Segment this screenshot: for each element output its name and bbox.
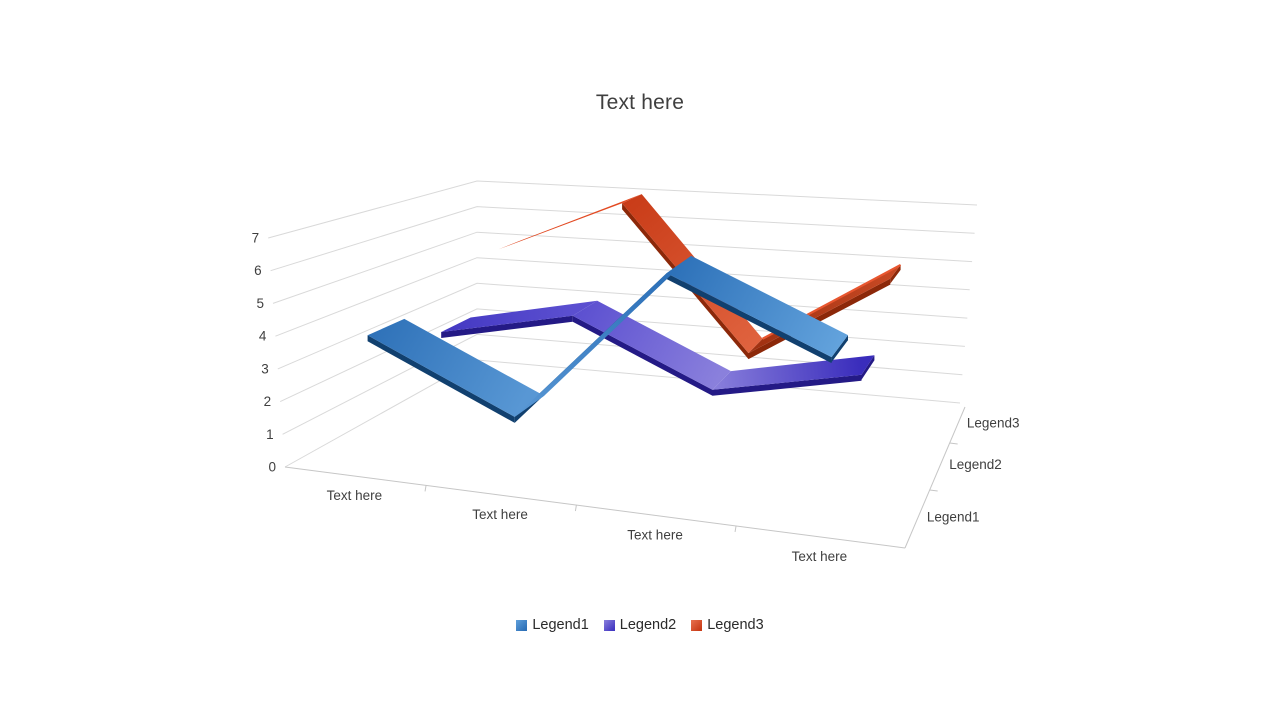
ribbon-thickness <box>572 315 713 396</box>
legend-label: Legend1 <box>532 617 589 633</box>
gridline <box>282 333 963 435</box>
category-label: Text here <box>327 488 383 503</box>
category-label: Text here <box>792 549 848 564</box>
depth-axis <box>904 406 966 549</box>
category-label: Text here <box>627 527 683 542</box>
gridline <box>270 206 975 272</box>
ribbon-segment <box>367 318 545 417</box>
value-axis-label: 2 <box>264 394 272 409</box>
ribbon-segment <box>712 355 875 390</box>
legend-item-legend2: Legend2 <box>603 617 677 633</box>
category-label: Text here <box>472 507 528 522</box>
ribbon-segment <box>498 194 642 250</box>
value-axis-label: 6 <box>254 263 262 278</box>
series-ribbon-legend2 <box>441 300 875 396</box>
value-axis-label: 1 <box>266 427 274 442</box>
gridline <box>268 180 978 239</box>
category-axis-tick <box>734 525 737 532</box>
ribbon-endcap <box>861 355 875 380</box>
depth-axis-labels: Legend1 Legend2 Legend3 <box>927 416 1020 525</box>
gridline <box>277 282 968 370</box>
ribbon-endcap <box>831 335 848 363</box>
axes <box>284 406 966 549</box>
chart-title: Text here <box>595 91 685 114</box>
value-axis-label: 3 <box>261 361 269 376</box>
series-depth-label: Legend1 <box>927 510 980 525</box>
legend-swatch-legend2 <box>603 619 615 631</box>
ribbon-segment <box>666 255 848 358</box>
category-axis-labels: Text here Text here Text here Text here <box>327 488 848 564</box>
series-depth-label: Legend2 <box>949 457 1002 472</box>
ribbon-thickness <box>712 374 862 396</box>
category-axis-tick <box>424 485 427 492</box>
gridline <box>275 257 970 337</box>
ribbon-segment <box>514 255 692 417</box>
depth-axis-tick <box>929 489 938 492</box>
ribbon-thickness <box>441 315 573 338</box>
ribbon-thickness <box>748 278 891 360</box>
series-depth-label: Legend3 <box>967 416 1020 431</box>
legend-label: Legend2 <box>619 617 677 633</box>
value-axis-label: 5 <box>256 296 264 311</box>
gridline <box>272 231 973 304</box>
value-axis-labels: 0 1 2 3 4 5 6 7 <box>252 231 276 475</box>
category-axis-tick <box>574 504 577 512</box>
legend-item-legend3: Legend3 <box>691 617 764 633</box>
value-axis-label: 7 <box>252 231 260 246</box>
value-axis-label: 0 <box>268 460 276 475</box>
legend-swatch-legend3 <box>691 619 703 631</box>
ribbon-segment <box>441 300 598 332</box>
series-ribbon-legend1 <box>367 255 848 423</box>
ribbon-thickness <box>367 335 515 423</box>
legend-item-legend1: Legend1 <box>516 617 589 633</box>
ribbon-thickness <box>666 273 832 364</box>
ribbon-segment <box>572 300 731 390</box>
legend-swatch-legend1 <box>516 619 528 631</box>
category-axis <box>284 466 906 549</box>
ribbon-endcap <box>890 264 901 284</box>
legend-label: Legend3 <box>707 617 764 633</box>
chart-legend: Legend1 Legend2 Legend3 <box>0 617 1280 633</box>
value-axis-label: 4 <box>259 329 267 344</box>
depth-axis-tick <box>949 442 958 445</box>
